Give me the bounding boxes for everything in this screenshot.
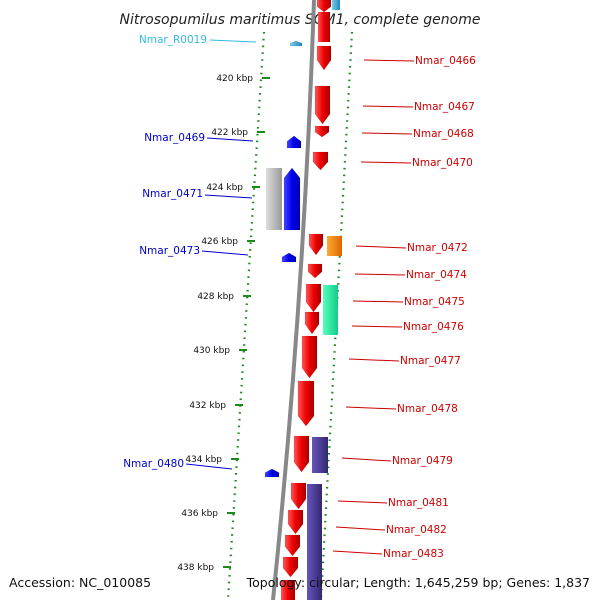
feature-pseudogene-gray[interactable] [266, 168, 282, 230]
tick-label-430-kbp: 430 kbp [193, 346, 230, 356]
gene-label-nmar-0470[interactable]: Nmar_0470 [412, 157, 473, 169]
genome-backbone [271, 0, 316, 600]
tick-label-426-kbp: 426 kbp [201, 237, 238, 247]
label-leader-nmar-0475 [352, 300, 404, 303]
tick-label-422-kbp: 422 kbp [211, 128, 248, 138]
label-leader-nmar-0480 [185, 463, 233, 470]
gene-label-nmar-0468[interactable]: Nmar_0468 [413, 128, 474, 140]
feature-nmar-0472[interactable] [308, 233, 324, 256]
genome-summary-text: Topology: circular; Length: 1,645,259 bp… [246, 575, 590, 590]
feature-nmar-0475[interactable] [305, 283, 322, 313]
feature-nmar-0480[interactable] [264, 468, 280, 478]
gene-label-nmar-0471[interactable]: Nmar_0471 [142, 188, 203, 200]
feature-purple-0479[interactable] [312, 437, 328, 473]
feature-nmar-0473[interactable] [281, 252, 297, 263]
gene-label-nmar-0481[interactable]: Nmar_0481 [388, 497, 449, 509]
gene-label-nmar-0474[interactable]: Nmar_0474 [406, 269, 467, 281]
label-leader-nmar-r0019 [209, 39, 257, 43]
feature-nmar-0482[interactable] [287, 509, 304, 535]
tick-label-434-kbp: 434 kbp [185, 455, 222, 465]
label-leader-nmar-0482 [335, 526, 386, 531]
gene-label-nmar-0477[interactable]: Nmar_0477 [400, 355, 461, 367]
feature-nmar-0465[interactable] [316, 0, 332, 13]
accession-text: Accession: NC_010085 [9, 575, 151, 590]
feature-nmar-0479[interactable] [293, 435, 310, 473]
feature-nmar-0483[interactable] [284, 534, 301, 557]
feature-nmar-0474[interactable] [307, 263, 323, 279]
feature-purple-0481-0484[interactable] [307, 484, 322, 600]
gene-label-nmar-r0019[interactable]: Nmar_R0019 [139, 34, 207, 46]
feature-teal-top[interactable] [332, 0, 340, 10]
feature-nmar-0468[interactable] [314, 125, 330, 138]
label-leader-nmar-0479 [341, 457, 392, 462]
gene-label-nmar-0469[interactable]: Nmar_0469 [144, 132, 205, 144]
label-leader-nmar-0468 [361, 132, 413, 135]
gene-label-nmar-0476[interactable]: Nmar_0476 [403, 321, 464, 333]
feature-nmar-0471[interactable] [283, 167, 301, 231]
tick-label-424-kbp: 424 kbp [206, 183, 243, 193]
kbp-scale: 420 kbp 422 kbp 424 kbp 426 kbp 428 kbp 430 k… [177, 74, 270, 573]
feature-nmar-0481[interactable] [290, 482, 307, 510]
feature-green-0476[interactable] [323, 285, 338, 335]
feature-nmar-0484[interactable] [282, 556, 299, 578]
gene-labels: Nmar_R0019 Nmar_0469 Nmar_0471 Nmar_0473 Nma… [123, 34, 476, 560]
gene-label-nmar-0473[interactable]: Nmar_0473 [139, 245, 200, 257]
feature-forward-top[interactable] [318, 12, 330, 42]
map-title: Nitrosopumilus maritimus SCM1, complete … [120, 12, 481, 28]
tick-label-428-kbp: 428 kbp [197, 292, 234, 302]
gene-label-nmar-0475[interactable]: Nmar_0475 [404, 296, 465, 308]
feature-orange-0472[interactable] [327, 236, 342, 256]
gene-label-nmar-0483[interactable]: Nmar_0483 [383, 548, 444, 560]
label-leader-nmar-0469 [206, 137, 254, 142]
label-leader-nmar-0474 [354, 273, 406, 276]
label-leader-nmar-0467 [362, 105, 414, 108]
feature-track [264, 0, 342, 600]
feature-nmar-0469[interactable] [286, 135, 302, 149]
gene-label-nmar-0482[interactable]: Nmar_0482 [386, 524, 447, 536]
feature-nmar-0470[interactable] [312, 151, 329, 171]
tick-label-436-kbp: 436 kbp [181, 509, 218, 519]
feature-nmar-0466[interactable] [316, 45, 332, 71]
label-leader-nmar-0478 [345, 406, 397, 410]
label-leader-nmar-0473 [201, 250, 249, 256]
label-leader-nmar-0472 [355, 245, 407, 249]
label-leader-nmar-0470 [360, 161, 412, 164]
feature-forward-bottom[interactable] [281, 580, 295, 600]
label-leader-nmar-0481 [337, 500, 388, 504]
tick-label-438-kbp: 438 kbp [177, 563, 214, 573]
gene-label-nmar-0480[interactable]: Nmar_0480 [123, 458, 184, 470]
gene-label-nmar-0472[interactable]: Nmar_0472 [407, 242, 468, 254]
gene-label-nmar-0479[interactable]: Nmar_0479 [392, 455, 453, 467]
feature-nmar-0477[interactable] [301, 335, 318, 379]
label-leader-nmar-0476 [351, 325, 403, 328]
tick-label-420-kbp: 420 kbp [216, 74, 253, 84]
gene-label-nmar-0467[interactable]: Nmar_0467 [414, 101, 475, 113]
gene-label-nmar-0478[interactable]: Nmar_0478 [397, 403, 458, 415]
feature-nmar-0476[interactable] [304, 311, 320, 335]
tick-label-432-kbp: 432 kbp [189, 401, 226, 411]
feature-nmar-0467[interactable] [314, 85, 331, 125]
label-leader-nmar-0477 [348, 358, 400, 362]
label-leader-nmar-0471 [204, 194, 253, 199]
label-leader-nmar-0466 [363, 59, 415, 62]
label-leader-nmar-0483 [332, 550, 383, 555]
gc-ring-inner [226, 31, 266, 600]
feature-nmar-r0019[interactable] [289, 40, 303, 47]
gene-label-nmar-0466[interactable]: Nmar_0466 [415, 55, 476, 67]
feature-nmar-0478[interactable] [297, 380, 315, 427]
